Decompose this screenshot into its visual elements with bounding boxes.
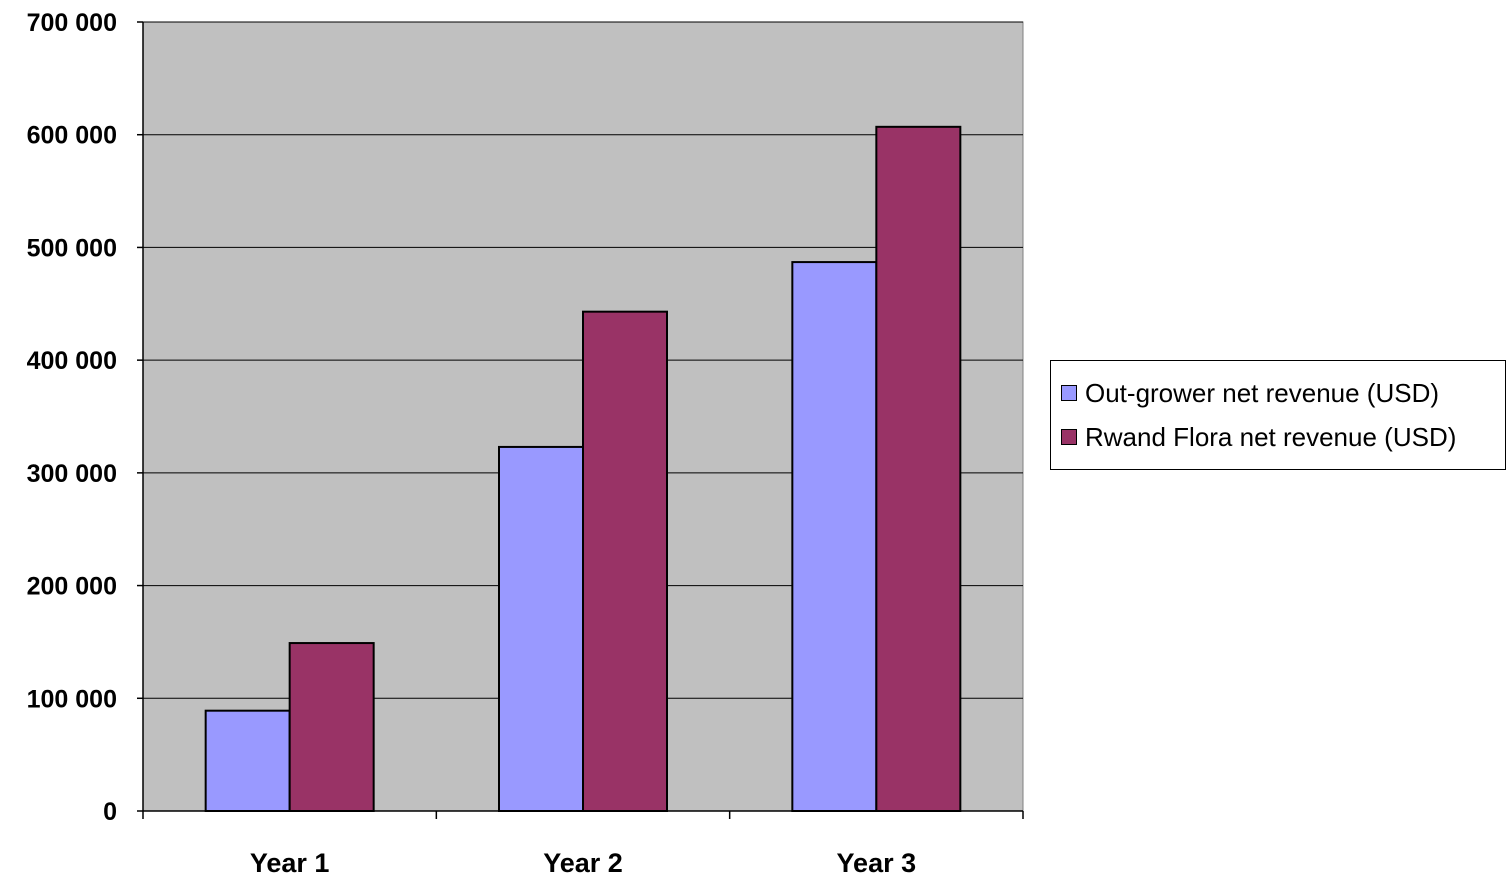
bar-out-grower-year-1 — [204, 709, 291, 812]
legend-item-out-grower: Out-grower net revenue (USD) — [1051, 371, 1505, 415]
bar-rwand-flora-year-2 — [582, 310, 668, 812]
y-tick-label: 100 000 — [27, 685, 117, 713]
bars — [204, 125, 962, 813]
x-tick-label: Year 2 — [543, 848, 623, 878]
legend-label-rwand-flora: Rwand Flora net revenue (USD) — [1085, 421, 1457, 452]
bar-out-grower-year-2 — [498, 445, 584, 812]
y-axis-tick-labels: 0 100 000 200 000 300 000 400 000 500 000 600 … — [27, 9, 117, 826]
bar-rwand-flora-year-3 — [875, 125, 962, 813]
legend-item-rwand-flora: Rwand Flora net revenue (USD) — [1051, 415, 1505, 459]
y-tick-label: 400 000 — [27, 347, 117, 375]
legend-label-out-grower: Out-grower net revenue (USD) — [1085, 377, 1440, 408]
y-tick-label: 0 — [103, 798, 117, 826]
y-tick-label: 700 000 — [27, 9, 117, 37]
y-tick-label: 300 000 — [27, 460, 117, 488]
y-tick-label: 500 000 — [27, 234, 117, 262]
legend-swatch-out-grower — [1061, 385, 1077, 401]
bar-rwand-flora-year-1 — [288, 642, 375, 813]
x-tick-label: Year 1 — [250, 848, 330, 878]
bar-out-grower-year-3 — [791, 261, 878, 812]
axes — [137, 21, 1024, 819]
y-tick-label: 200 000 — [27, 573, 117, 601]
legend: Out-grower net revenue (USD) Rwand Flora… — [1050, 360, 1506, 470]
x-tick-label: Year 3 — [837, 848, 917, 878]
y-tick-label: 600 000 — [27, 122, 117, 150]
legend-swatch-rwand-flora — [1061, 429, 1077, 445]
x-axis-tick-labels: Year 1 Year 2 Year 3 — [250, 848, 916, 878]
